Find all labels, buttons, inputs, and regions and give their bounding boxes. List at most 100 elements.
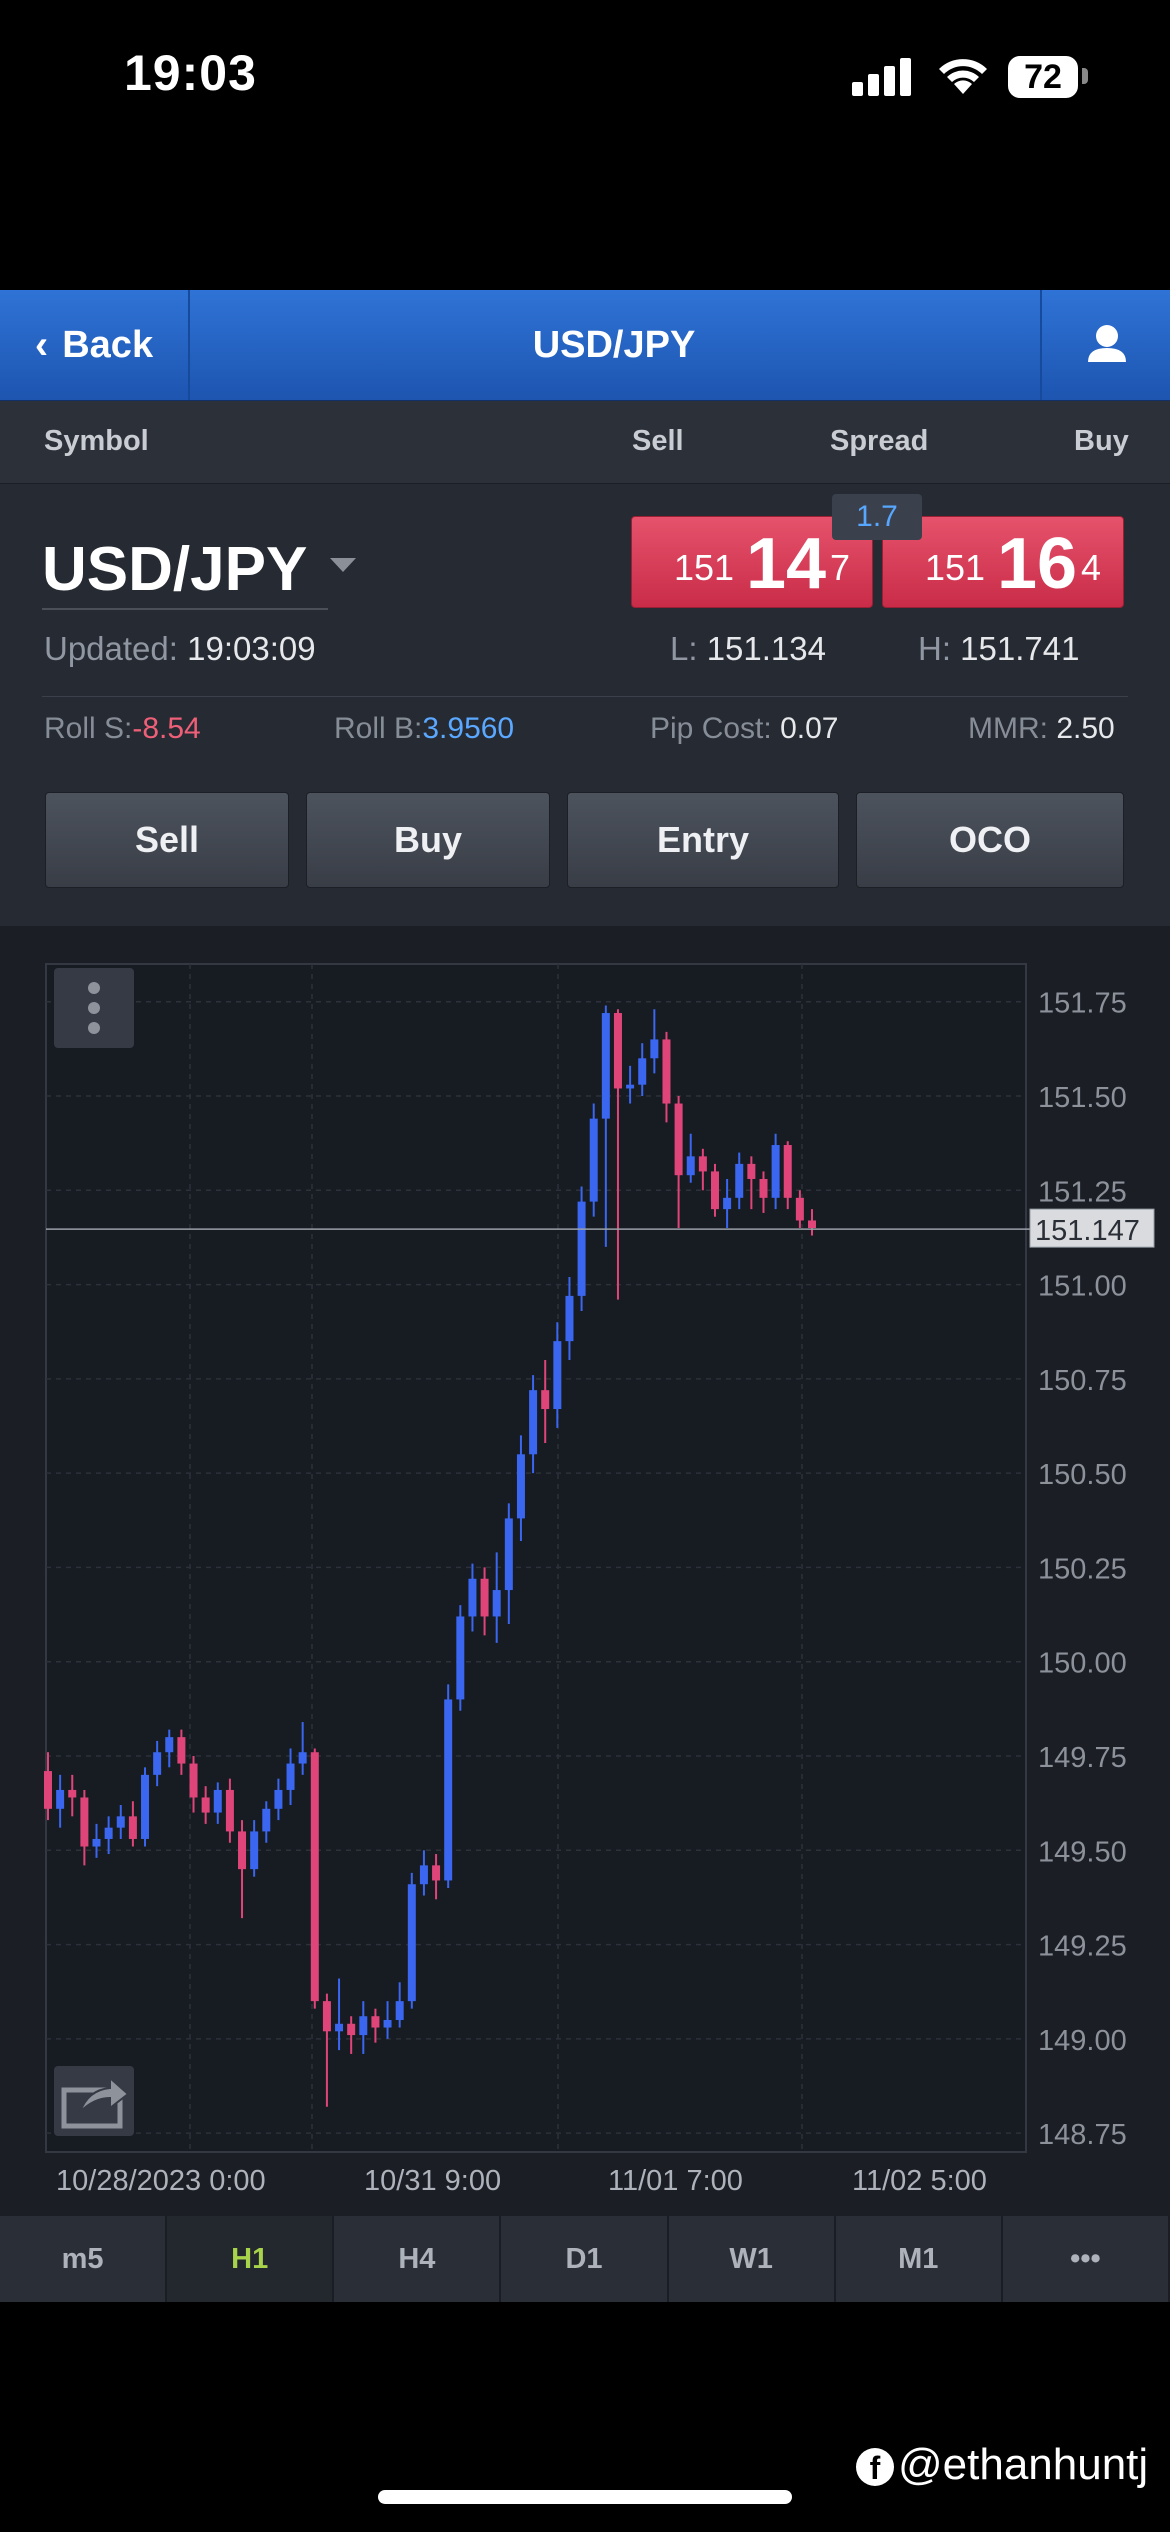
candle-body — [274, 1789, 283, 1809]
header-buy: Buy — [1074, 425, 1129, 457]
header-sell: Sell — [632, 425, 684, 457]
y-tick-label: 150.50 — [1038, 1459, 1127, 1491]
caret-down-icon[interactable] — [330, 558, 356, 572]
candle-body — [104, 1827, 113, 1839]
candle-body — [225, 1789, 234, 1832]
watermark: f @ethanhuntj — [856, 2440, 1148, 2490]
candle-body — [298, 1752, 307, 1764]
buy-button[interactable]: Buy — [306, 792, 550, 888]
home-indicator[interactable] — [378, 2490, 792, 2504]
battery-indicator: 72 — [1008, 56, 1078, 98]
candle-body — [516, 1454, 525, 1519]
timeframe-tabs: m5 H1 H4 D1 W1 M1 ••• — [0, 2216, 1170, 2302]
updated-value: 19:03:09 — [187, 630, 316, 667]
candle-body — [698, 1156, 707, 1172]
more-vertical-icon — [88, 982, 100, 1034]
pip-cost: Pip Cost: 0.07 — [650, 712, 838, 746]
candle-body — [165, 1737, 174, 1753]
high-value: 151.741 — [960, 630, 1080, 667]
tab-timeframe[interactable]: m5 — [0, 2216, 168, 2302]
y-tick-label: 151.75 — [1038, 988, 1127, 1020]
tab-timeframe[interactable]: W1 — [669, 2216, 836, 2302]
wifi-icon — [939, 59, 987, 94]
candle-body — [238, 1831, 247, 1870]
chart-menu-button[interactable] — [54, 968, 134, 1048]
tab-timeframe[interactable]: H4 — [334, 2216, 502, 2302]
low-label: L: — [670, 630, 698, 667]
user-icon — [1088, 325, 1126, 362]
account-button[interactable] — [1040, 290, 1170, 400]
tab-timeframe[interactable]: ••• — [1003, 2216, 1170, 2302]
y-tick-label: 150.00 — [1038, 1648, 1127, 1680]
symbol-panel: USD/JPY 151 14 7 1.7 151 16 4 Updated: 1… — [0, 484, 1170, 926]
buy-price-button[interactable]: 151 16 4 — [882, 516, 1124, 608]
page-title: USD/JPY — [532, 324, 696, 366]
candle-body — [723, 1197, 732, 1210]
candle-body — [710, 1171, 719, 1210]
candle-body — [359, 2016, 368, 2036]
candle-body — [504, 1518, 513, 1591]
roll-sell-value: -8.54 — [132, 712, 201, 745]
status-time: 19:03 — [124, 45, 257, 101]
chevron-left-icon: ‹ — [34, 322, 49, 367]
tab-timeframe[interactable]: M1 — [836, 2216, 1003, 2302]
mmr-value: 2.50 — [1056, 712, 1115, 745]
mmr: MMR: 2.50 — [968, 712, 1115, 746]
symbol-underline — [42, 608, 328, 610]
candle-body — [213, 1789, 222, 1813]
candle-body — [153, 1752, 162, 1775]
candle-body — [68, 1789, 77, 1798]
pip-cost-value: 0.07 — [780, 712, 839, 745]
tab-timeframe[interactable]: H1 — [167, 2216, 335, 2302]
header-spread: Spread — [830, 425, 929, 457]
oco-button[interactable]: OCO — [856, 792, 1124, 888]
tab-timeframe[interactable]: D1 — [501, 2216, 669, 2302]
candle-body — [80, 1797, 89, 1847]
candle-body — [250, 1831, 259, 1870]
candle-body — [310, 1752, 319, 2002]
low-value: 151.134 — [706, 630, 826, 667]
y-tick-label: 149.00 — [1038, 2025, 1127, 2057]
roll-buy: Roll B:3.9560 — [334, 712, 514, 746]
divider — [42, 696, 1128, 697]
y-tick-label: 151.50 — [1038, 1082, 1127, 1114]
candle-body — [771, 1145, 780, 1198]
candle-body — [613, 1013, 622, 1089]
roll-sell-label: Roll S: — [44, 712, 133, 745]
candle-body — [529, 1390, 538, 1455]
roll-sell: Roll S:-8.54 — [44, 712, 201, 746]
candle-body — [662, 1039, 671, 1104]
symbol-selector[interactable]: USD/JPY — [42, 535, 308, 604]
candle-body — [674, 1103, 683, 1176]
low-price: L: 151.134 — [670, 630, 826, 668]
candle-body — [407, 1884, 416, 2002]
sell-price-prefix: 151 — [674, 547, 735, 588]
entry-button[interactable]: Entry — [567, 792, 839, 888]
candle-body — [480, 1578, 489, 1617]
candle-body — [56, 1789, 65, 1809]
back-button[interactable]: ‹ Back — [0, 290, 190, 400]
y-tick-label: 151.00 — [1038, 1271, 1127, 1303]
candlestick-chart[interactable]: 151.75 151.50 151.25 151.00 150.75 150.50 150.… — [0, 926, 1170, 2216]
sell-button[interactable]: Sell — [45, 792, 289, 888]
x-tick-label: 11/02 5:00 — [852, 2165, 987, 2197]
x-tick-label: 10/28/2023 0:00 — [56, 2165, 266, 2197]
candle-body — [650, 1039, 659, 1059]
buy-price-fraction: 4 — [1081, 547, 1102, 588]
candle-body — [541, 1390, 550, 1410]
watermark-handle: @ethanhuntj — [898, 2440, 1149, 2489]
spread-badge: 1.7 — [832, 494, 922, 540]
y-tick-label: 149.50 — [1038, 1836, 1127, 1868]
roll-buy-value: 3.9560 — [422, 712, 515, 745]
candle-body — [553, 1341, 562, 1410]
x-tick-label: 10/31 9:00 — [364, 2165, 501, 2197]
price-chart[interactable]: 151.75 151.50 151.25 151.00 150.75 150.50 150.… — [0, 926, 1170, 2216]
candle-body — [189, 1763, 198, 1798]
nav-bar: ‹ Back USD/JPY — [0, 290, 1170, 401]
share-button[interactable] — [54, 2066, 134, 2136]
current-price-label: 151.147 — [1035, 1215, 1140, 1247]
y-tick-label: 150.25 — [1038, 1553, 1127, 1585]
roll-buy-label: Roll B: — [334, 712, 423, 745]
candle-body — [419, 1865, 428, 1885]
facebook-icon: f — [856, 2448, 894, 2487]
